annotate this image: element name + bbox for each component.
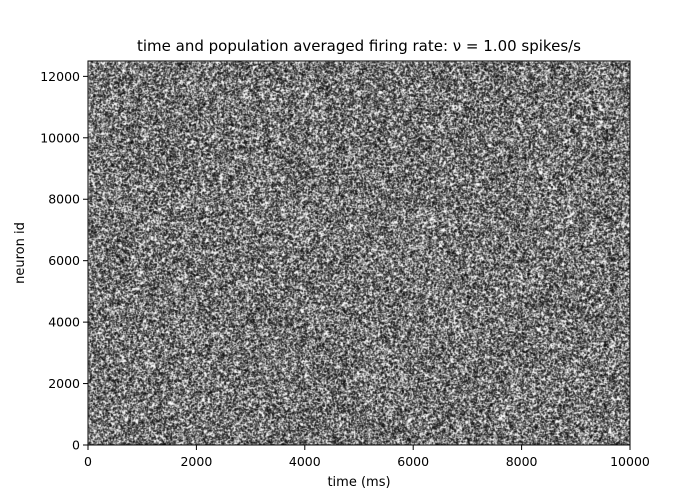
y-tick-label: 4000: [48, 315, 80, 330]
y-tick-label: 8000: [48, 192, 80, 207]
y-tick-label: 12000: [40, 69, 80, 84]
x-tick-label: 10000: [610, 454, 650, 469]
x-tick-label: 0: [84, 454, 92, 469]
plot-frame: [87, 60, 631, 446]
plot-area: [87, 60, 631, 446]
y-tick-label: 6000: [48, 253, 80, 268]
x-axis-label: time (ms): [327, 475, 390, 490]
y-axis-ticks: 0 2000 4000 6000 8000 10000 12000: [40, 69, 88, 453]
x-tick-label: 2000: [180, 454, 212, 469]
x-tick-label: 4000: [289, 454, 321, 469]
y-axis-label: neuron id: [13, 222, 28, 284]
y-tick-label: 0: [72, 438, 80, 453]
x-tick-label: 6000: [397, 454, 429, 469]
spike-raster: [88, 61, 630, 445]
spike-markers: [88, 61, 630, 445]
y-tick-label: 2000: [48, 376, 80, 391]
y-tick-label: 10000: [40, 130, 80, 145]
x-axis-ticks: 0 2000 4000 6000 8000 10000: [84, 445, 650, 469]
x-tick-label: 8000: [506, 454, 538, 469]
chart-title: time and population averaged firing rate…: [137, 37, 581, 55]
